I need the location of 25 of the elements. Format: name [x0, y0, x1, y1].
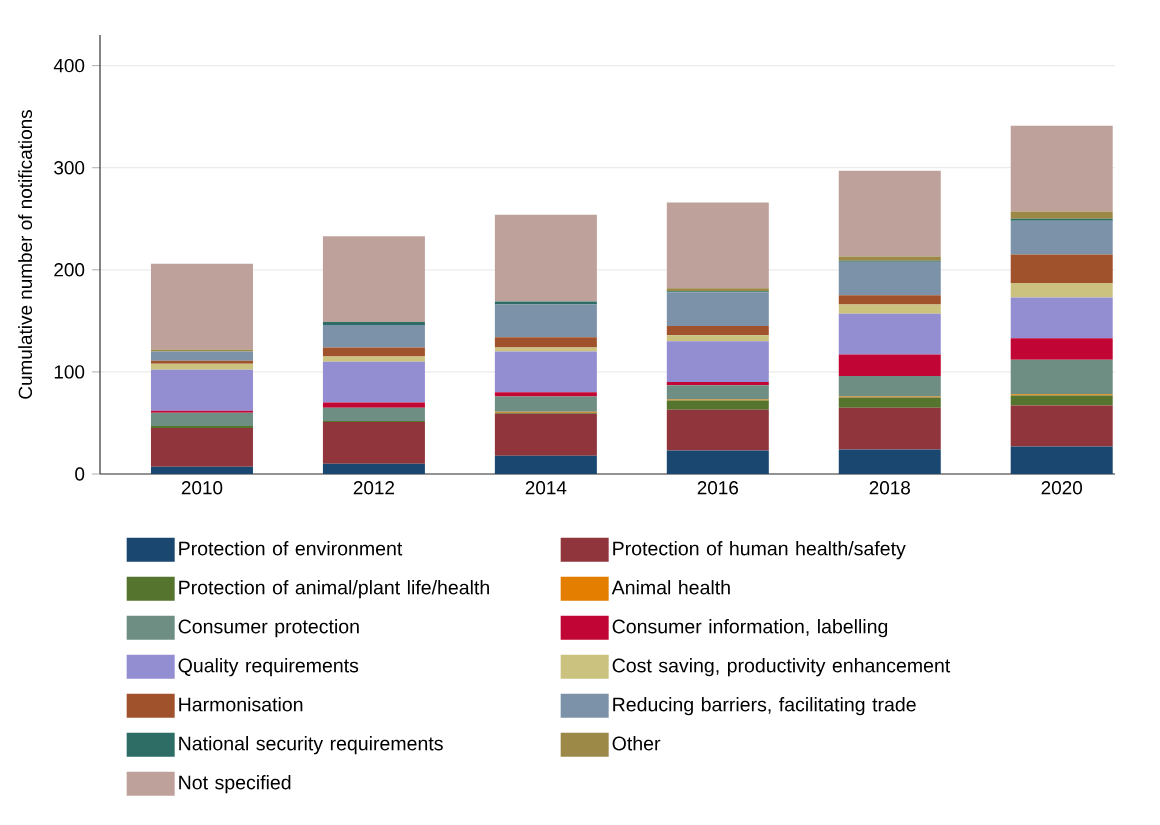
x-tick-label: 2018	[869, 481, 910, 495]
legend-label: Animal health	[611, 580, 730, 595]
legend-label: Quality requirements	[178, 658, 359, 677]
y-tick-label: 0	[75, 467, 85, 481]
y-tick-label: 100	[54, 365, 85, 379]
legend-label: Cost saving, productivity enhancement	[612, 658, 951, 677]
y-axis-title: Cumulative number of notifications	[18, 110, 33, 399]
x-tick-label: 2012	[353, 481, 395, 495]
legend-label: National security requirements	[179, 736, 443, 755]
legend-label: Other	[612, 736, 661, 751]
x-tick-label: 2016	[697, 481, 739, 495]
y-tick-label: 300	[54, 161, 85, 175]
y-tick-label: 200	[54, 263, 85, 277]
legend-label: Not specified	[179, 775, 291, 794]
legend-label: Protection of human health/safety	[613, 541, 906, 560]
legend-label: Consumer information, labelling	[612, 619, 888, 638]
legend-label: Protection of environment	[179, 541, 403, 556]
y-tick-label: 400	[53, 58, 85, 73]
x-tick-label: 2010	[181, 481, 223, 495]
x-tick-label: 2020	[1041, 481, 1083, 495]
legend-label: Reducing barriers, facilitating trade	[613, 697, 916, 716]
legend-label: Harmonisation	[179, 697, 303, 712]
legend-label: Protection of animal/plant life/health	[179, 580, 489, 599]
x-tick-label: 2014	[525, 481, 567, 495]
legend-label: Consumer protection	[178, 619, 359, 638]
